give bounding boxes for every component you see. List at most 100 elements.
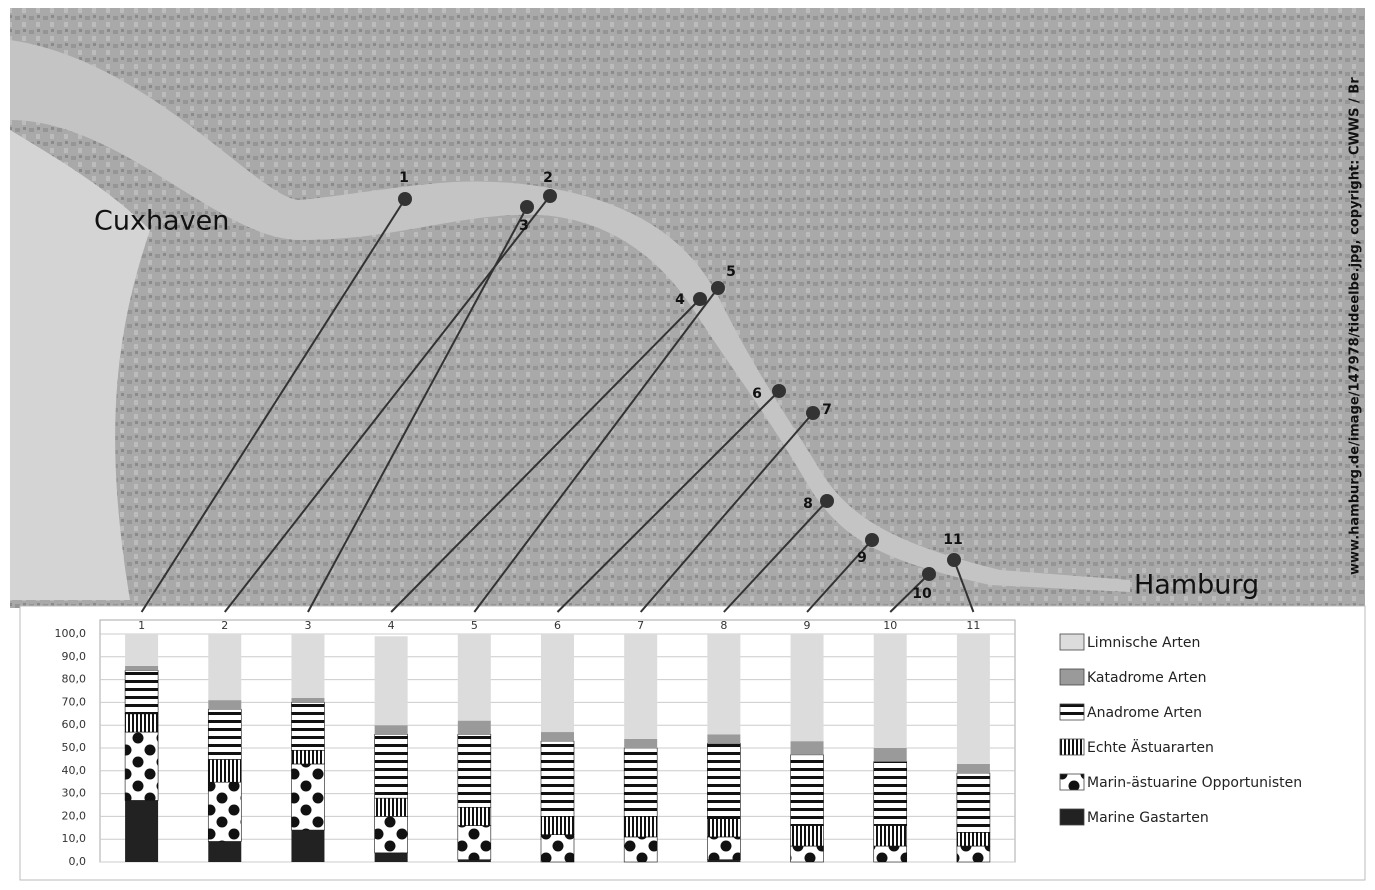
x-tick-label: 8 xyxy=(720,619,727,632)
station-label: 10 xyxy=(912,586,932,602)
legend-label: Marine Gastarten xyxy=(1087,810,1209,826)
bar-segment xyxy=(873,761,908,826)
bar-segment xyxy=(207,708,242,760)
bar-segment xyxy=(707,734,741,744)
station-marker xyxy=(947,553,961,567)
bar-segment xyxy=(125,634,159,666)
bar-segment xyxy=(457,806,492,826)
bar-segment xyxy=(956,634,990,764)
bar-segment xyxy=(124,731,159,801)
bar-segment xyxy=(873,634,907,748)
bar-segment xyxy=(374,636,408,726)
legend-label: Anadrome Arten xyxy=(1087,705,1202,721)
bar-segment xyxy=(124,670,159,715)
bar-segment xyxy=(873,845,908,863)
bar-segment xyxy=(457,720,491,735)
station-marker xyxy=(820,494,834,508)
station-label: 6 xyxy=(752,386,762,402)
station-marker xyxy=(922,567,936,581)
bar-segment xyxy=(457,634,491,721)
station-marker xyxy=(520,200,534,214)
x-tick-label: 1 xyxy=(138,619,145,632)
bar-segment xyxy=(707,818,741,838)
bar-segment xyxy=(790,741,824,755)
bar-segment xyxy=(707,634,741,735)
bar-segment xyxy=(374,852,408,862)
leader-line xyxy=(639,412,814,613)
bar-segment xyxy=(291,702,325,751)
leader-line xyxy=(307,206,528,613)
bar-segment xyxy=(208,700,242,710)
bar-segment xyxy=(623,836,658,863)
bar-segment xyxy=(207,781,242,842)
bar-segment xyxy=(707,836,741,861)
legend-swatch xyxy=(1059,738,1085,756)
credit: www.hamburg.de/image/147978/tideelbe.jpg… xyxy=(1348,77,1363,575)
y-tick-label: 40,0 xyxy=(62,764,87,777)
bar-segment xyxy=(374,797,408,817)
bar-segment xyxy=(540,834,575,863)
legend-label: Echte Ästuararten xyxy=(1087,738,1214,756)
leader-line xyxy=(473,287,719,613)
map-background xyxy=(10,8,1365,608)
station-marker xyxy=(865,533,879,547)
leader-line xyxy=(390,298,701,613)
bar-segment xyxy=(291,763,325,831)
leader-line xyxy=(556,390,780,613)
bar-segment xyxy=(374,816,408,854)
x-tick-label: 7 xyxy=(637,619,644,632)
bar-segment xyxy=(623,747,658,817)
bar-segment xyxy=(707,743,741,819)
bar-segment xyxy=(457,734,492,808)
bar-segment xyxy=(291,697,325,703)
station-label: 4 xyxy=(675,292,685,308)
bar-segment xyxy=(623,816,658,838)
y-tick-label: 100,0 xyxy=(55,627,87,640)
x-tick-label: 2 xyxy=(221,619,228,632)
legend-swatch xyxy=(1059,703,1085,721)
station-label: 5 xyxy=(726,264,736,280)
legend-swatch xyxy=(1059,808,1085,826)
station-label: 7 xyxy=(822,402,832,418)
legend-swatch xyxy=(1059,633,1085,651)
station-label: 8 xyxy=(803,496,813,512)
bar-segment xyxy=(873,825,908,847)
x-tick-label: 11 xyxy=(966,619,980,632)
y-tick-label: 20,0 xyxy=(62,809,87,822)
bar-segment xyxy=(956,845,991,863)
station-marker xyxy=(543,189,557,203)
station-marker xyxy=(711,281,725,295)
y-tick-label: 10,0 xyxy=(62,832,87,845)
bar-segment xyxy=(541,732,574,742)
leader-line xyxy=(806,539,873,613)
x-tick-label: 9 xyxy=(804,619,811,632)
bar-segment xyxy=(207,759,242,783)
station-label: 11 xyxy=(943,532,962,548)
place-label: Hamburg xyxy=(1134,570,1259,601)
bar-segment xyxy=(124,713,159,733)
bar-segment xyxy=(540,816,575,835)
bar-segment xyxy=(707,859,741,862)
bar-segment xyxy=(125,800,159,862)
y-tick-label: 90,0 xyxy=(62,650,87,663)
bar-segment xyxy=(457,859,491,862)
bar-segment xyxy=(541,634,574,733)
bar-segment xyxy=(624,738,658,748)
y-tick-label: 60,0 xyxy=(62,718,87,731)
bar-segment xyxy=(790,845,824,863)
y-tick-label: 50,0 xyxy=(62,741,87,754)
leader-line xyxy=(723,500,828,613)
x-tick-label: 10 xyxy=(883,619,897,632)
bar-segment xyxy=(790,634,824,742)
legend-swatch xyxy=(1059,668,1085,686)
station-label: 9 xyxy=(857,550,867,566)
bar-segment xyxy=(208,841,242,862)
legend-swatch xyxy=(1059,773,1085,791)
x-tick-label: 5 xyxy=(471,619,478,632)
bar-segment xyxy=(956,763,990,774)
y-tick-label: 70,0 xyxy=(62,695,87,708)
station-label: 2 xyxy=(543,170,553,186)
leader-line xyxy=(953,559,975,613)
station-marker xyxy=(693,292,707,306)
